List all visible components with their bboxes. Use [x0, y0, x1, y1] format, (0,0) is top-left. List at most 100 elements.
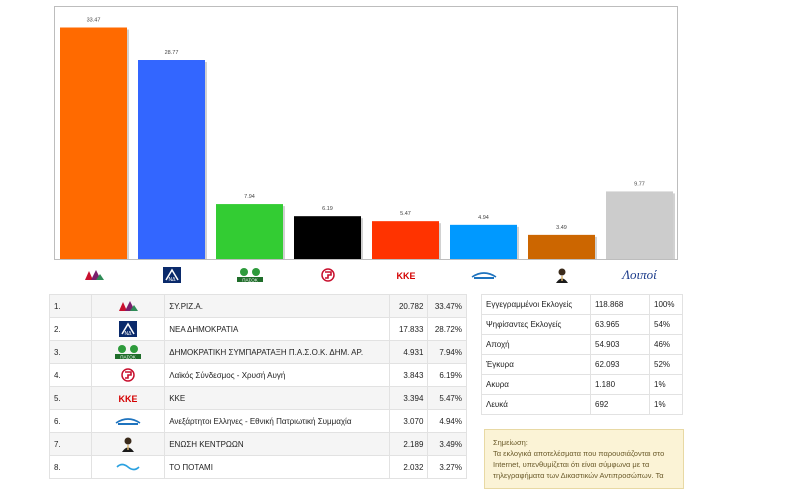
party-name-cell: ΤΟ ΠΟΤΑΜΙ — [164, 455, 391, 479]
note-box: Σημείωση: Τα εκλογικά αποτελέσματα που π… — [484, 429, 684, 489]
bar-1[interactable] — [60, 27, 127, 260]
party-name-cell: ΝΕΑ ΔΗΜΟΚΡΑΤΙΑ — [164, 317, 391, 341]
votes-cell: 3.070 — [389, 409, 429, 433]
others-logo-text: Λοιποί — [622, 267, 657, 282]
percent-cell: 4.94% — [427, 409, 467, 433]
votes-cell: 20.782 — [389, 294, 429, 318]
bar-value-label: 7.94 — [244, 194, 255, 200]
stats-row: Ακυρα 1.180 1% — [481, 374, 683, 395]
stats-percent: 52% — [649, 354, 683, 375]
nd-logo-icon: ΝΔ — [157, 264, 187, 286]
anel-logo-icon — [469, 264, 499, 286]
rank-cell: 2. — [48, 317, 93, 341]
bar-chart: 33.47 28.77 7.94 6.19 5.47 4.94 3.49 9.77 — [60, 17, 675, 260]
bar-value-label: 5.47 — [400, 211, 411, 217]
votes-cell: 3.394 — [389, 386, 429, 410]
percent-cell: 28.72% — [427, 317, 467, 341]
percent-cell: 6.19% — [427, 363, 467, 387]
bar-value-label: 3.49 — [556, 225, 567, 231]
percent-cell: 7.94% — [427, 340, 467, 364]
bar-6[interactable] — [450, 224, 517, 259]
stats-value: 692 — [590, 394, 650, 415]
table-row: 3. ΠΑΣΟΚ ΔΗΜΟΚΡΑΤΙΚΗ ΣΥΜΠΑΡΑΤΑΞΗ Π.Α.Σ.Ο.Κ… — [48, 340, 467, 364]
votes-cell: 2.189 — [389, 432, 429, 456]
svg-text:ΝΔ: ΝΔ — [168, 277, 176, 283]
party-name-cell: Λαϊκός Σύνδεσμος - Χρυσή Αυγή — [164, 363, 391, 387]
rank-cell: 4. — [48, 363, 93, 387]
stats-row: Αποχή 54.903 46% — [481, 334, 683, 355]
rank-cell: 3. — [48, 340, 93, 364]
bar-3[interactable] — [216, 204, 283, 259]
table-row: 2. ΝΔ ΝΕΑ ΔΗΜΟΚΡΑΤΙΑ 17.833 28.72% — [48, 317, 467, 341]
svg-text:ΠΑΣΟΚ: ΠΑΣΟΚ — [242, 277, 258, 282]
stats-value: 1.180 — [590, 374, 650, 395]
stats-row: Έγκυρα 62.093 52% — [481, 354, 683, 375]
bar-5[interactable] — [372, 221, 439, 259]
stats-percent: 100% — [649, 294, 683, 315]
votes-cell: 3.843 — [389, 363, 429, 387]
rank-cell: 1. — [48, 294, 93, 318]
percent-cell: 5.47% — [427, 386, 467, 410]
note-title: Σημείωση: — [493, 438, 528, 447]
kke-logo-icon: ΚΚΕ — [91, 386, 166, 410]
bar-value-label: 6.19 — [322, 206, 333, 212]
kke-logo-icon: ΚΚΕ — [391, 264, 421, 286]
svg-text:ΠΑΣΟΚ: ΠΑΣΟΚ — [120, 354, 136, 359]
pasok-logo-icon: ΠΑΣΟΚ — [235, 264, 265, 286]
bar-7[interactable] — [528, 234, 595, 259]
bar-value-label: 9.77 — [634, 181, 645, 187]
table-row: 5. ΚΚΕ ΚΚΕ 3.394 5.47% — [48, 386, 467, 410]
stats-percent: 1% — [649, 374, 683, 395]
party-name-cell: ΔΗΜΟΚΡΑΤΙΚΗ ΣΥΜΠΑΡΑΤΑΞΗ Π.Α.Σ.Ο.Κ. ΔΗΜ. … — [164, 340, 391, 364]
bar-value-label: 33.47 — [87, 17, 101, 23]
svg-text:ΝΔ: ΝΔ — [125, 331, 133, 337]
table-row: 7. ΕΝΩΣΗ ΚΕΝΤΡΩΩΝ 2.189 3.49% — [48, 432, 467, 456]
bar-value-label: 4.94 — [478, 215, 489, 221]
percent-cell: 33.47% — [427, 294, 467, 318]
party-name-cell: ΚΚΕ — [164, 386, 391, 410]
others-logo-label: Λοιποί — [622, 264, 657, 286]
votes-cell: 2.032 — [389, 455, 429, 479]
party-name-cell: ΕΝΩΣΗ ΚΕΝΤΡΩΩΝ — [164, 432, 391, 456]
stats-percent: 54% — [649, 314, 683, 335]
votes-cell: 4.931 — [389, 340, 429, 364]
enosi-kentroon-logo-icon — [547, 264, 577, 286]
bar-8[interactable] — [606, 191, 673, 259]
stats-label: Εγγεγραμμένοι Εκλογείς — [481, 294, 591, 315]
votes-cell: 17.833 — [389, 317, 429, 341]
nd-logo-icon: ΝΔ — [91, 317, 166, 341]
rank-cell: 7. — [48, 432, 93, 456]
bar-value-label: 28.77 — [165, 50, 179, 56]
stats-row: Ψηφίσαντες Εκλογείς 63.965 54% — [481, 314, 683, 335]
rank-cell: 5. — [48, 386, 93, 410]
percent-cell: 3.27% — [427, 455, 467, 479]
syriza-logo-icon — [79, 264, 109, 286]
stats-label: Λευκά — [481, 394, 591, 415]
stats-percent: 1% — [649, 394, 683, 415]
results-table: 1. ΣΥ.ΡΙΖ.Α. 20.782 33.47% 2. ΝΔ ΝΕΑ ΔΗΜΟΚΡΑΤΙ… — [48, 294, 467, 479]
bar-4[interactable] — [294, 216, 361, 259]
golden-dawn-logo-icon — [91, 363, 166, 387]
stats-value: 54.903 — [590, 334, 650, 355]
svg-text:ΚΚΕ: ΚΚΕ — [119, 394, 137, 404]
enosi-kentroon-logo-icon — [91, 432, 166, 456]
stats-value: 63.965 — [590, 314, 650, 335]
bar-2[interactable] — [138, 60, 205, 259]
stats-value: 62.093 — [590, 354, 650, 375]
potami-logo-icon — [91, 455, 166, 479]
stats-label: Ακυρα — [481, 374, 591, 395]
svg-text:ΚΚΕ: ΚΚΕ — [397, 271, 415, 281]
turnout-stats-table: Εγγεγραμμένοι Εκλογείς 118.868 100% Ψηφίσαν… — [481, 294, 683, 415]
rank-cell: 8. — [48, 455, 93, 479]
stats-label: Αποχή — [481, 334, 591, 355]
golden-dawn-logo-icon — [313, 264, 343, 286]
party-logo-strip: ΝΔ ΠΑΣΟΚ ΚΚΕ Λοιποί — [54, 262, 678, 290]
stats-row: Λευκά 692 1% — [481, 394, 683, 415]
stats-value: 118.868 — [590, 294, 650, 315]
stats-label: Ψηφίσαντες Εκλογείς — [481, 314, 591, 335]
rank-cell: 6. — [48, 409, 93, 433]
party-name-cell: ΣΥ.ΡΙΖ.Α. — [164, 294, 391, 318]
syriza-logo-icon — [91, 294, 166, 318]
table-row: 8. ΤΟ ΠΟΤΑΜΙ 2.032 3.27% — [48, 455, 467, 479]
anel-logo-icon — [91, 409, 166, 433]
